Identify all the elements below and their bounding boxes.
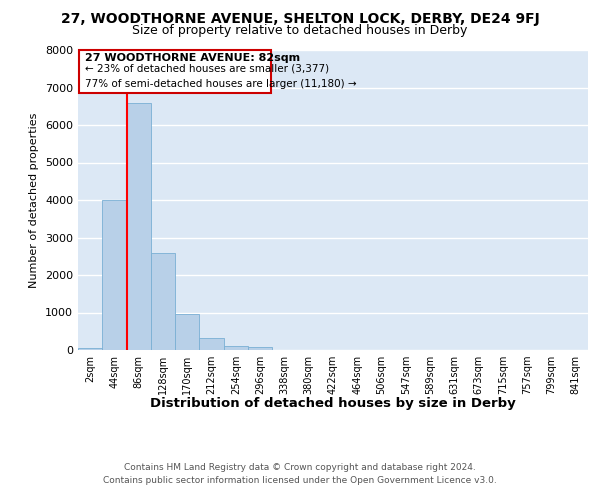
Text: 77% of semi-detached houses are larger (11,180) →: 77% of semi-detached houses are larger (… — [85, 79, 357, 89]
Bar — [151, 252, 175, 350]
Bar — [102, 200, 127, 350]
Text: 27 WOODTHORNE AVENUE: 82sqm: 27 WOODTHORNE AVENUE: 82sqm — [85, 52, 301, 62]
Bar — [199, 338, 224, 350]
Text: 27, WOODTHORNE AVENUE, SHELTON LOCK, DERBY, DE24 9FJ: 27, WOODTHORNE AVENUE, SHELTON LOCK, DER… — [61, 12, 539, 26]
Bar — [248, 347, 272, 350]
Text: Distribution of detached houses by size in Derby: Distribution of detached houses by size … — [150, 398, 516, 410]
Bar — [127, 102, 151, 350]
Text: Contains HM Land Registry data © Crown copyright and database right 2024.: Contains HM Land Registry data © Crown c… — [124, 462, 476, 471]
Text: Contains public sector information licensed under the Open Government Licence v3: Contains public sector information licen… — [103, 476, 497, 485]
Y-axis label: Number of detached properties: Number of detached properties — [29, 112, 40, 288]
Bar — [224, 346, 248, 350]
Text: Size of property relative to detached houses in Derby: Size of property relative to detached ho… — [133, 24, 467, 37]
Bar — [78, 348, 102, 350]
Text: ← 23% of detached houses are smaller (3,377): ← 23% of detached houses are smaller (3,… — [85, 64, 329, 74]
Bar — [175, 314, 199, 350]
FancyBboxPatch shape — [79, 50, 271, 93]
